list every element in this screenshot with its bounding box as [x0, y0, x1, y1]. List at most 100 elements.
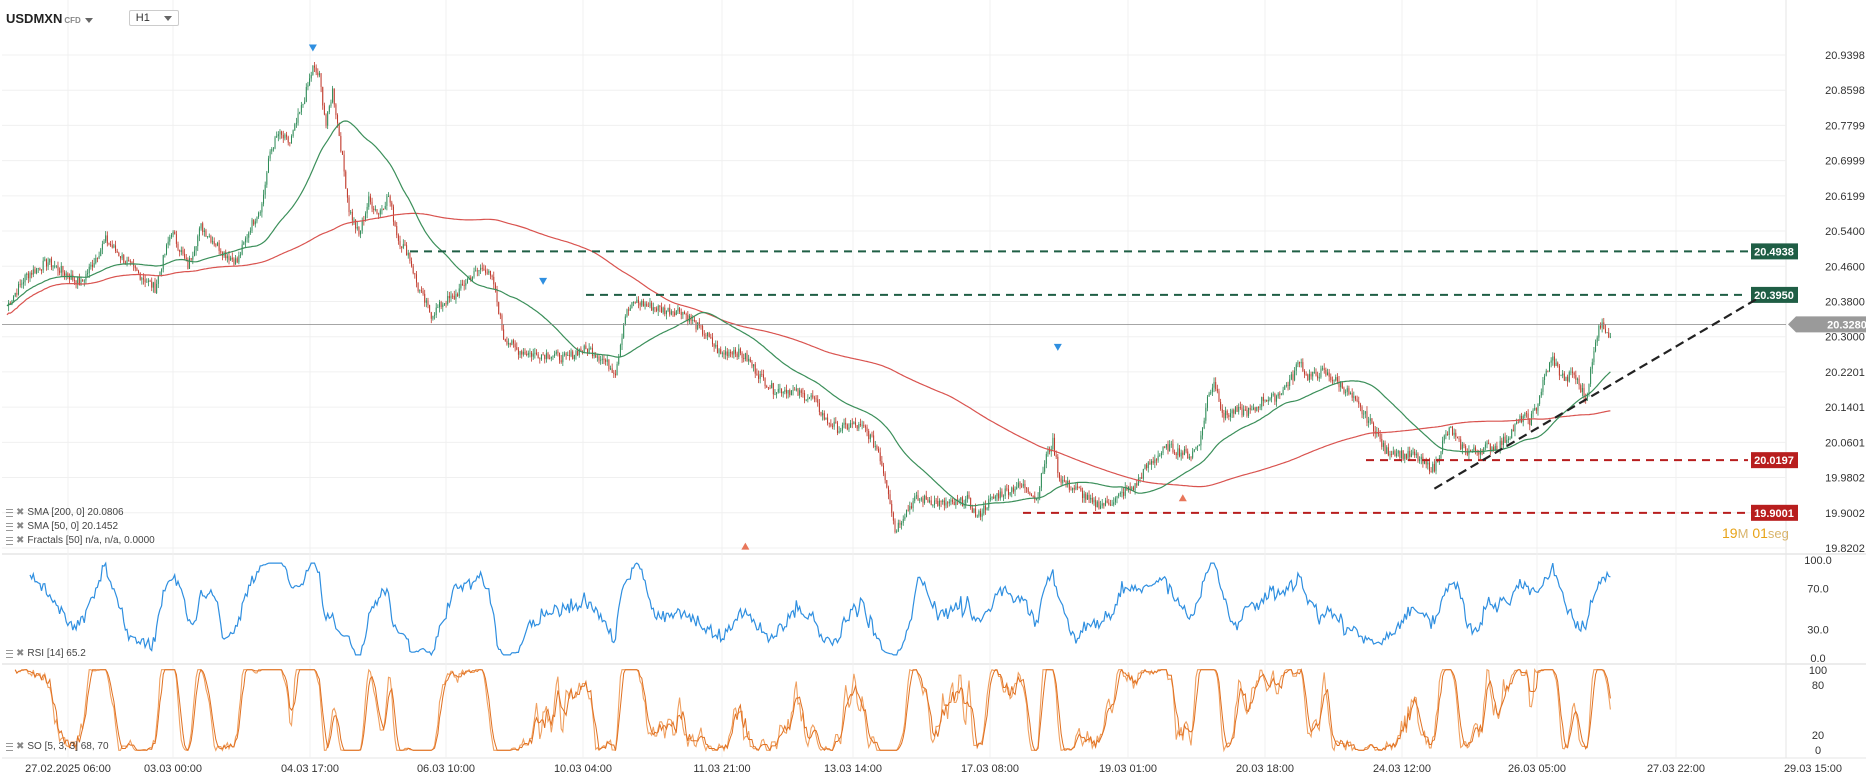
candle-body [1024, 483, 1026, 488]
settings-icon[interactable] [6, 742, 13, 751]
symbol-selector[interactable]: USDMXN CFD [6, 11, 93, 26]
candle-body [575, 351, 577, 356]
countdown-minutes: 19 [1722, 525, 1738, 541]
candle-body [978, 511, 980, 516]
candle-body [42, 260, 44, 271]
candle-body [1249, 407, 1251, 410]
candle-body [208, 236, 210, 237]
close-icon[interactable]: ✖ [16, 741, 25, 752]
candle-body [269, 151, 271, 159]
candle-body [1312, 371, 1314, 377]
candle-body [284, 134, 286, 139]
candle-body [98, 255, 100, 259]
candle-body [899, 522, 901, 525]
candle-body [611, 368, 613, 373]
candle-body [769, 387, 771, 389]
candle-body [1460, 439, 1462, 450]
candle-body [1282, 389, 1284, 395]
candle-body [730, 352, 732, 353]
candle-body [1389, 453, 1391, 456]
candle-body [1195, 446, 1197, 450]
so-k-line [14, 668, 1611, 753]
candle-body [1458, 438, 1460, 440]
candle-body [1570, 371, 1572, 373]
candle-body [149, 280, 151, 282]
level-label: 19.9001 [1754, 508, 1794, 520]
candle-body [142, 278, 144, 280]
legend-sma50[interactable]: ✖ SMA [50, 0] 20.1452 [6, 521, 118, 532]
candle-body [1119, 492, 1121, 495]
candle-body [442, 304, 444, 307]
candle-countdown: 19M 01seg [1722, 525, 1789, 541]
candle-body [519, 351, 521, 355]
candle-body [1165, 444, 1167, 448]
candle-body [315, 67, 317, 73]
candle-body [1553, 356, 1555, 366]
legend-fractals[interactable]: ✖ Fractals [50] n/a, n/a, 0.0000 [6, 535, 155, 546]
candle-body [1274, 393, 1276, 402]
candle-body [779, 388, 781, 390]
candle-body [427, 300, 429, 306]
close-icon[interactable]: ✖ [16, 648, 25, 659]
candle-body [1540, 391, 1542, 396]
candle-body [1366, 411, 1368, 423]
candle-body [116, 250, 118, 253]
candle-body [1226, 410, 1228, 416]
chevron-down-icon[interactable] [84, 17, 93, 23]
candle-body [989, 498, 991, 500]
candle-body [567, 355, 569, 357]
candle-body [1238, 406, 1240, 412]
candle-body [1244, 409, 1246, 411]
candle-body [386, 196, 388, 206]
close-icon[interactable]: ✖ [16, 535, 25, 546]
candle-body [785, 389, 787, 394]
candle-body [231, 257, 233, 260]
candle-body [128, 260, 130, 262]
settings-icon[interactable] [6, 522, 13, 531]
candle-body [634, 302, 636, 303]
candle-body [1262, 396, 1264, 402]
candle-body [1280, 394, 1282, 396]
timeframe-selector[interactable]: H1 [128, 10, 179, 26]
candle-body [718, 349, 720, 354]
settings-icon[interactable] [6, 508, 13, 517]
candle-body [272, 148, 274, 150]
candle-body [1179, 448, 1181, 457]
legend-sma200[interactable]: ✖ SMA [200, 0] 20.0806 [6, 507, 124, 518]
candle-body [568, 355, 570, 357]
settings-icon[interactable] [6, 536, 13, 545]
sma200-line [6, 212, 1611, 488]
candle-body [18, 284, 20, 295]
candle-body [914, 496, 916, 501]
candle-body [864, 426, 866, 428]
close-icon[interactable]: ✖ [16, 521, 25, 532]
legend-so[interactable]: ✖ SO [5, 3, 3] 68, 70 [6, 741, 109, 752]
candle-body [868, 431, 870, 440]
candle-body [1595, 342, 1597, 352]
candle-body [499, 314, 501, 316]
candle-body [910, 506, 912, 509]
candle-body [1077, 486, 1079, 488]
candle-body [1386, 447, 1388, 454]
candle-body [955, 499, 957, 506]
legend-rsi[interactable]: ✖ RSI [14] 65.2 [6, 648, 86, 659]
candle-body [202, 223, 204, 232]
candle-body [1399, 450, 1401, 459]
candle-body [341, 151, 343, 155]
close-icon[interactable]: ✖ [16, 507, 25, 518]
candle-body [804, 393, 806, 401]
candle-body [476, 270, 478, 272]
candle-body [1341, 382, 1343, 389]
candle-body [1057, 456, 1059, 474]
candle-body [869, 434, 871, 440]
candle-body [1336, 377, 1338, 382]
candle-body [1387, 447, 1389, 456]
candle-body [866, 427, 868, 432]
candle-body [480, 267, 482, 270]
candle-body [792, 389, 794, 391]
candle-body [1549, 362, 1551, 372]
settings-icon[interactable] [6, 649, 13, 658]
fractal-up-marker [741, 542, 750, 550]
candle-body [1187, 451, 1189, 459]
